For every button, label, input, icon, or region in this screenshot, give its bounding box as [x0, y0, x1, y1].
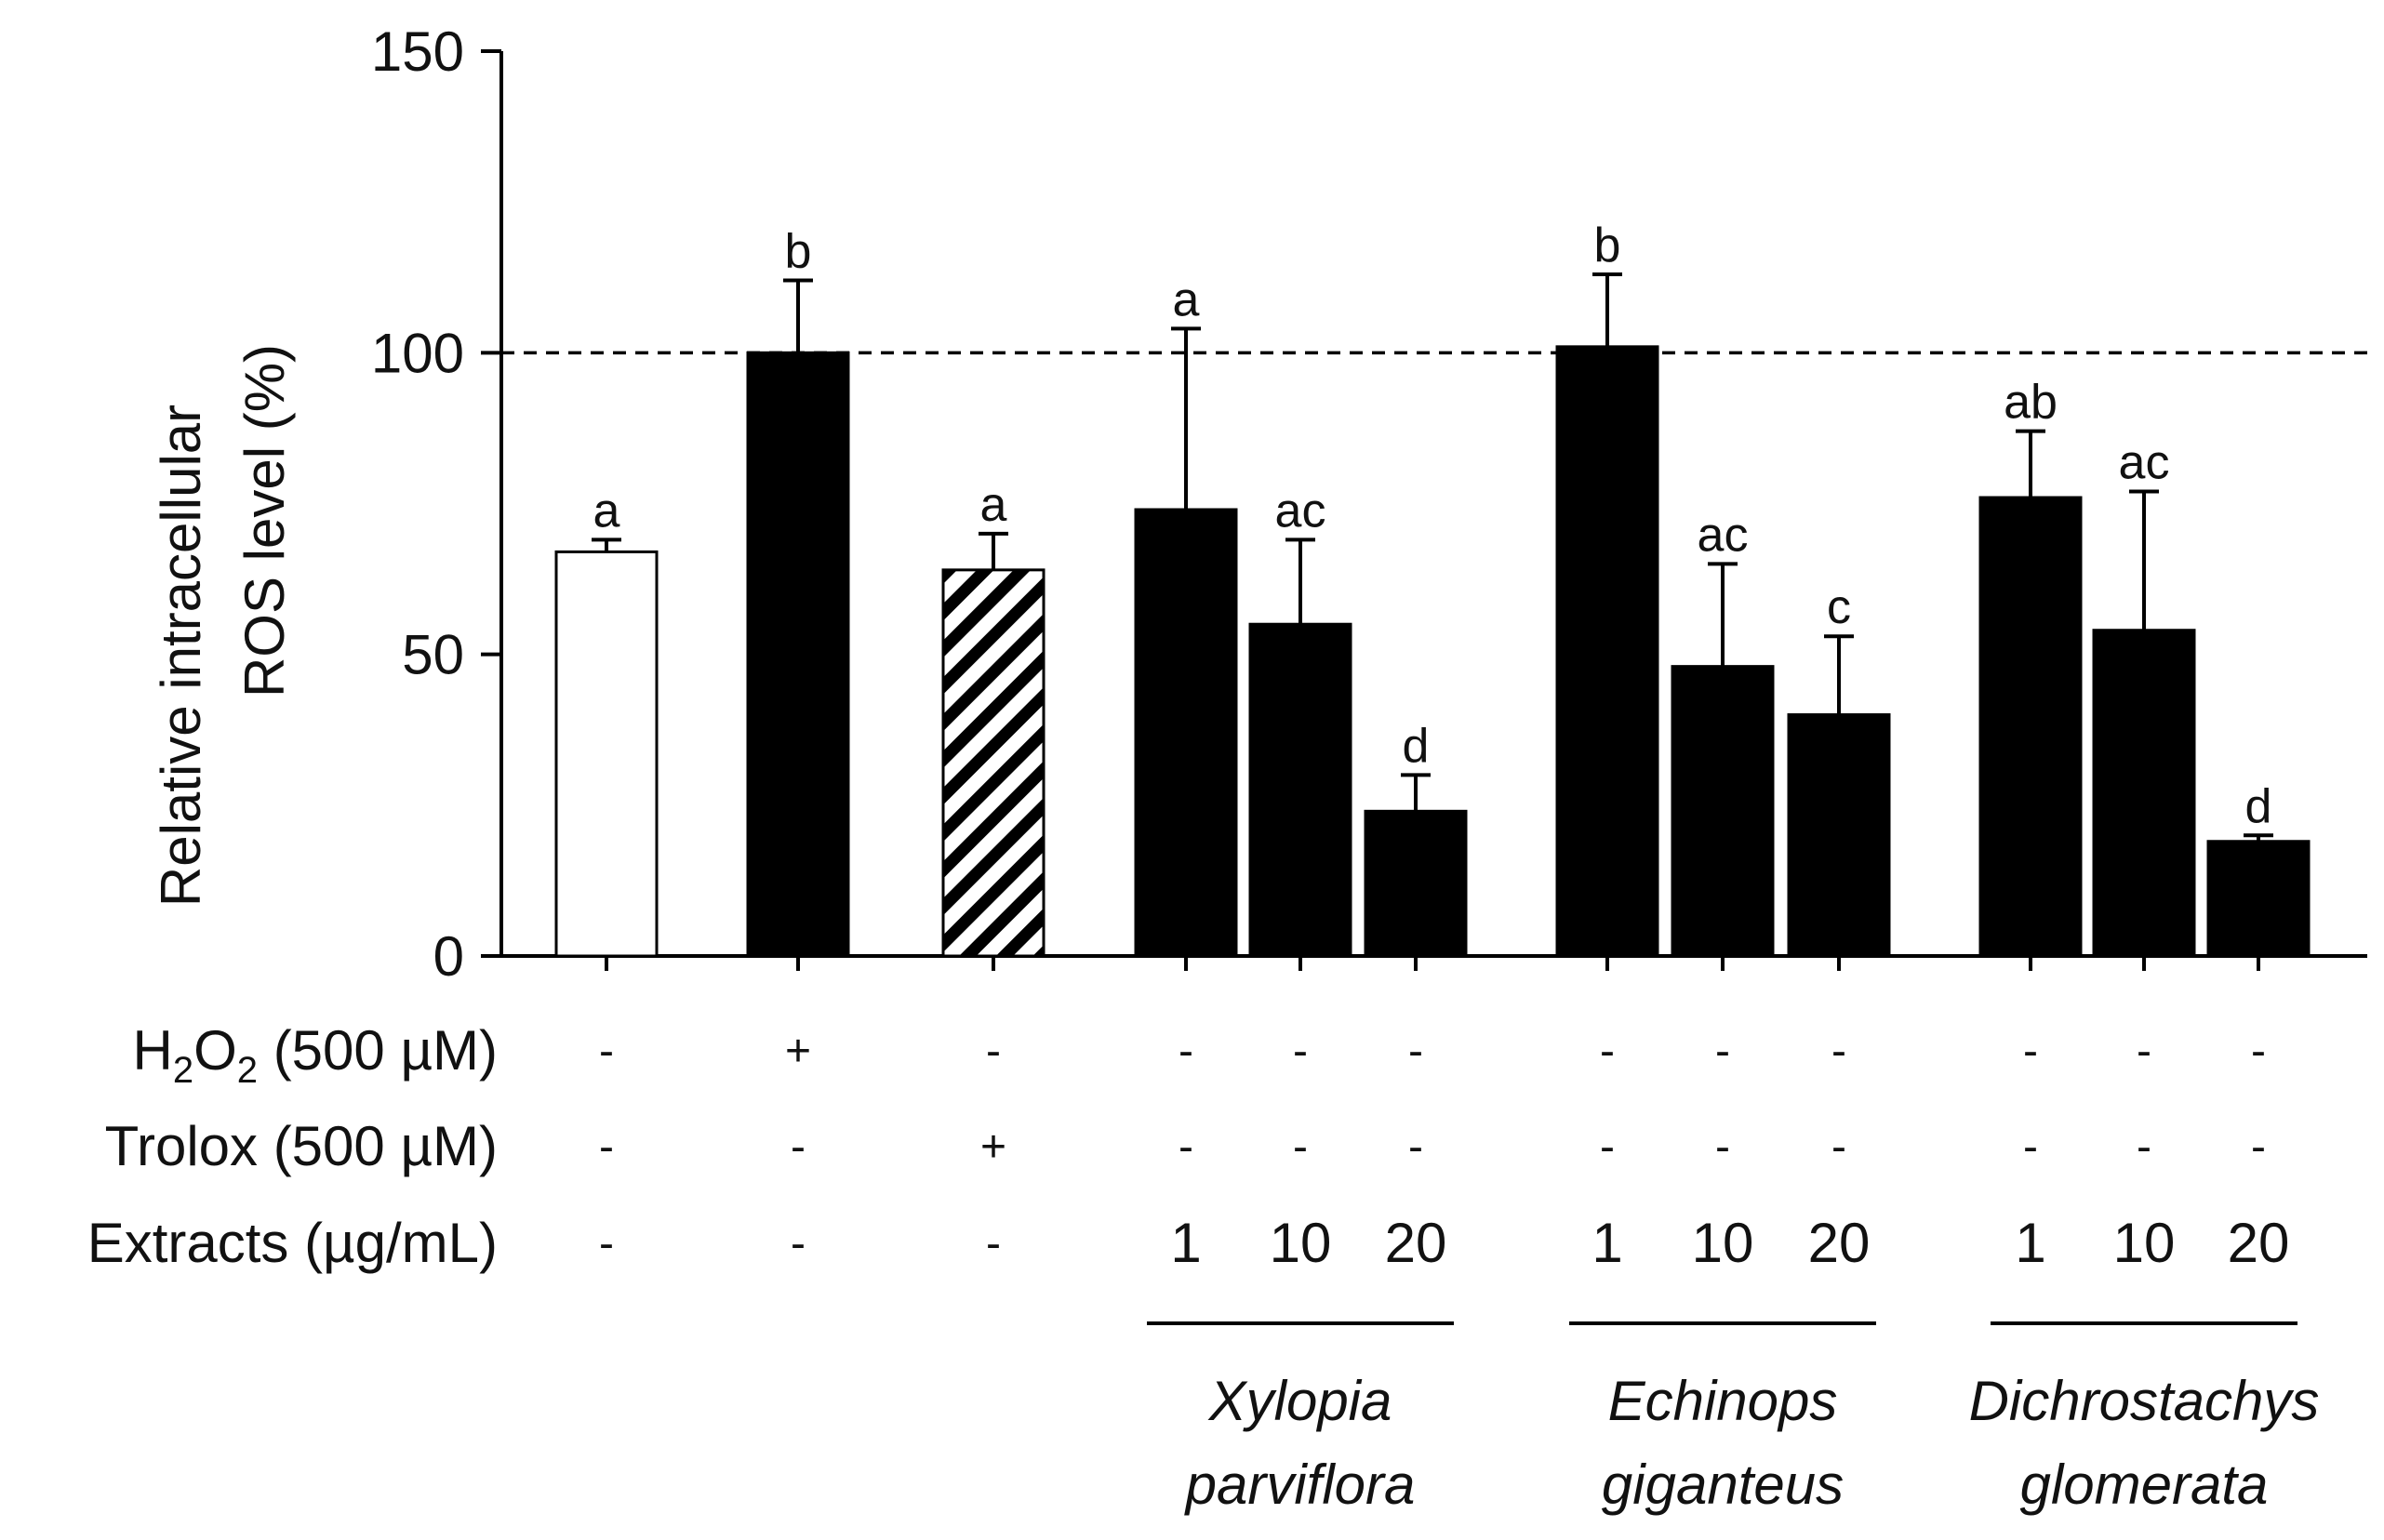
bar	[746, 351, 850, 958]
table-cell: -	[599, 1219, 614, 1268]
significance-letter: a	[980, 478, 1007, 532]
group-label-line1: Dichrostachys	[1969, 1370, 2320, 1432]
bar	[1248, 622, 1352, 958]
table-cell: 1	[1170, 1212, 1201, 1274]
table-cell: -	[2137, 1027, 2151, 1076]
table-cell: 20	[1808, 1212, 1871, 1274]
group-label-line1: Echinops	[1608, 1370, 1838, 1432]
significance-letter: b	[1594, 219, 1621, 272]
y-ticks: 0 50 100 150	[371, 20, 501, 988]
table-cell: -	[1293, 1122, 1308, 1172]
significance-letter: ac	[1275, 484, 1326, 538]
significance-letter: a	[593, 484, 620, 538]
table-cell: -	[986, 1219, 1001, 1268]
table-cell: -	[1408, 1122, 1423, 1172]
y-tick-label: 100	[371, 322, 464, 384]
table-cell: -	[2023, 1122, 2038, 1172]
table-cell: -	[791, 1219, 806, 1268]
table-cell: 20	[1385, 1212, 1447, 1274]
bar	[1787, 713, 1891, 958]
bar	[1364, 809, 1468, 958]
table-cell: 10	[1270, 1212, 1332, 1274]
table-cell: -	[2023, 1027, 2038, 1076]
table-cell: 1	[1592, 1212, 1622, 1274]
group-label-line2: parviflora	[1184, 1454, 1416, 1516]
row-label: Trolox (500 µM)	[105, 1115, 498, 1177]
table-cell: -	[1831, 1027, 1846, 1076]
subscript: 2	[173, 1050, 193, 1091]
table-cell: -	[1600, 1027, 1615, 1076]
table-cell: -	[1600, 1122, 1615, 1172]
y-axis-label-line2: ROS level (%)	[233, 344, 296, 697]
table-cell: -	[1408, 1027, 1423, 1076]
table-cell: 10	[2113, 1212, 2176, 1274]
bar	[554, 550, 659, 958]
y-tick-label: 50	[402, 624, 464, 686]
subscript: 2	[237, 1050, 258, 1091]
table-cell: -	[599, 1122, 614, 1172]
row-label-h2o2: H2O2 (500 µM)	[133, 1019, 498, 1091]
bar	[1555, 345, 1659, 958]
table-cell: 20	[2228, 1212, 2290, 1274]
significance-letter: b	[785, 224, 812, 278]
row-label: Extracts (µg/mL)	[87, 1212, 498, 1274]
significance-letter: ac	[2119, 436, 2170, 490]
significance-letter: d	[1403, 719, 1430, 773]
table-cell: 10	[1692, 1212, 1754, 1274]
bar	[1671, 665, 1775, 958]
table-cell: -	[986, 1027, 1001, 1076]
bar	[2092, 629, 2196, 958]
significance-letter: ab	[2004, 376, 2058, 430]
label-part: O	[193, 1019, 237, 1082]
treatment-table: H2O2 (500 µM) - + - - - - - - - - - -Trolox (500 µM)…	[87, 1019, 2290, 1274]
x-ticks	[605, 956, 2260, 971]
y-axis-label-line1: Relative intracellular	[150, 405, 212, 907]
table-cell: -	[1179, 1122, 1193, 1172]
table-cell: -	[599, 1027, 614, 1076]
bar	[1134, 508, 1238, 958]
group-label-line2: glomerata	[2020, 1454, 2269, 1516]
label-part: (500 µM)	[258, 1019, 498, 1082]
table-cell: -	[1715, 1027, 1730, 1076]
bar	[1978, 496, 2083, 958]
significance-letter: c	[1827, 580, 1851, 634]
table-cell: -	[1179, 1027, 1193, 1076]
group-label-line1: Xylopia	[1207, 1370, 1392, 1432]
table-cell: +	[785, 1027, 811, 1076]
table-cell: -	[1715, 1122, 1730, 1172]
bar	[2206, 840, 2311, 958]
label-part: H	[133, 1019, 173, 1082]
table-cell: -	[2251, 1122, 2266, 1172]
table-cell: -	[2251, 1027, 2266, 1076]
significance-letter: ac	[1698, 508, 1749, 562]
y-tick-label: 150	[371, 20, 464, 83]
table-cell: +	[980, 1122, 1006, 1172]
significance-letter: a	[1173, 272, 1200, 326]
table-cell: 1	[2015, 1212, 2045, 1274]
extract-groups: Xylopia parviflora Echinops giganteus Dichro…	[1147, 1321, 2320, 1516]
table-cell: -	[1831, 1122, 1846, 1172]
table-cell: -	[791, 1122, 806, 1172]
table-cell: -	[1293, 1027, 1308, 1076]
significance-letter: d	[2245, 779, 2272, 833]
y-tick-label: 0	[433, 925, 464, 988]
table-cell: -	[2137, 1122, 2151, 1172]
bar	[941, 568, 1045, 958]
group-label-line2: giganteus	[1602, 1454, 1844, 1516]
